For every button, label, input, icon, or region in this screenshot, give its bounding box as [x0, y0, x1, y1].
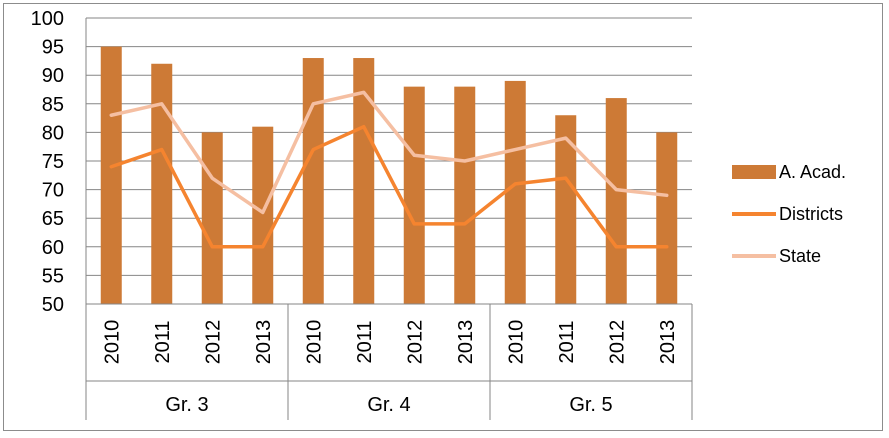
- bar-series-a-acad: [100, 46, 678, 305]
- bar: [656, 132, 678, 304]
- bar: [151, 63, 173, 305]
- bar: [403, 86, 425, 304]
- y-tick-label: 90: [42, 65, 64, 87]
- y-tick-label: 100: [31, 8, 64, 30]
- x-tick-label: 2013: [657, 320, 679, 365]
- legend-label: State: [779, 246, 821, 266]
- bar: [100, 46, 122, 304]
- x-tick-label: 2013: [455, 320, 477, 365]
- bar: [302, 58, 324, 304]
- bar: [555, 115, 577, 305]
- x-tick-label: 2012: [202, 320, 224, 365]
- x-tick-label: 2011: [152, 320, 174, 363]
- y-tick-label: 55: [42, 265, 64, 287]
- bar: [454, 86, 476, 304]
- y-tick-label: 60: [42, 237, 64, 259]
- x-tick-label: 2011: [354, 320, 376, 363]
- y-axis-ticks: 50 55 60 65 70 75 80 85 90 95 100: [31, 8, 64, 316]
- x-group-label: Gr. 3: [165, 394, 208, 416]
- y-tick-label: 75: [42, 151, 64, 173]
- chart-frame: [3, 3, 883, 431]
- bar: [353, 58, 375, 304]
- bar: [252, 126, 274, 305]
- legend-label: Districts: [779, 204, 843, 224]
- legend: A. Acad. Districts State: [732, 162, 846, 266]
- x-tick-label: 2010: [505, 320, 527, 365]
- y-tick-label: 95: [42, 37, 64, 59]
- x-group-label: Gr. 4: [367, 394, 410, 416]
- x-group-label: Gr. 5: [569, 394, 612, 416]
- x-tick-label: 2012: [606, 320, 628, 365]
- line-districts: [109, 124, 669, 249]
- y-tick-label: 85: [42, 94, 64, 116]
- gridlines: [86, 17, 692, 276]
- y-tick-label: 70: [42, 180, 64, 202]
- y-tick-label: 80: [42, 122, 64, 144]
- legend-swatch-bar: [732, 165, 776, 179]
- line-series: [109, 90, 669, 249]
- x-tick-label: 2013: [253, 320, 275, 365]
- x-axis-ticks: Gr. 3 Gr. 4 Gr. 5 2010 2011 2012 2013 2010 2011 2…: [101, 320, 679, 416]
- x-tick-label: 2010: [303, 320, 325, 365]
- x-tick-label: 2010: [101, 320, 123, 365]
- y-tick-label: 65: [42, 208, 64, 230]
- x-tick-label: 2012: [404, 320, 426, 365]
- legend-label: A. Acad.: [779, 162, 846, 182]
- x-tick-label: 2011: [556, 320, 578, 363]
- y-tick-label: 50: [42, 294, 64, 316]
- bar: [605, 98, 627, 304]
- line-state: [109, 90, 669, 215]
- axes: [85, 18, 693, 420]
- bar: [504, 80, 526, 304]
- bar: [201, 132, 223, 304]
